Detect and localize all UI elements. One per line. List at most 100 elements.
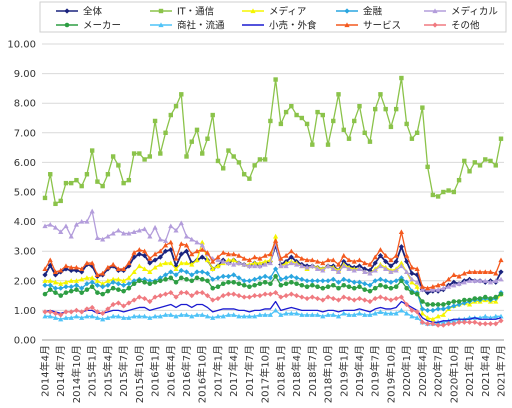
data-point bbox=[215, 284, 221, 290]
data-point bbox=[462, 297, 467, 303]
data-point bbox=[205, 278, 210, 284]
data-point bbox=[304, 284, 310, 290]
data-point bbox=[377, 247, 384, 252]
data-point bbox=[257, 281, 263, 287]
data-point bbox=[372, 278, 378, 284]
data-point bbox=[420, 105, 425, 110]
data-point bbox=[194, 275, 200, 281]
data-point bbox=[288, 273, 294, 279]
data-point bbox=[309, 263, 315, 269]
data-point bbox=[231, 291, 237, 297]
series-line bbox=[44, 231, 502, 289]
legend-item: メディア bbox=[242, 6, 306, 18]
data-point bbox=[126, 260, 132, 266]
data-point bbox=[73, 278, 80, 283]
data-point bbox=[200, 151, 205, 156]
data-point bbox=[278, 121, 284, 127]
data-point bbox=[221, 166, 226, 171]
data-point bbox=[110, 276, 116, 282]
data-point bbox=[84, 260, 90, 266]
data-point bbox=[168, 260, 174, 266]
data-point bbox=[409, 270, 415, 276]
data-point bbox=[430, 192, 436, 198]
data-point bbox=[126, 300, 132, 306]
data-point bbox=[341, 310, 347, 316]
data-point bbox=[262, 312, 268, 317]
y-tick-label: 0.00 bbox=[14, 336, 36, 347]
data-point bbox=[456, 273, 462, 279]
x-tick-label: 2021年7月 bbox=[495, 345, 508, 397]
data-point bbox=[456, 299, 462, 304]
data-point bbox=[435, 306, 441, 312]
legend-label: メディア bbox=[269, 6, 306, 18]
data-point bbox=[393, 253, 399, 258]
data-point bbox=[383, 258, 389, 265]
data-point bbox=[314, 312, 321, 317]
data-point bbox=[84, 172, 90, 177]
data-point bbox=[430, 284, 436, 289]
data-point bbox=[477, 296, 483, 301]
data-point bbox=[194, 290, 200, 296]
data-point bbox=[398, 260, 405, 266]
data-point bbox=[58, 316, 64, 322]
data-point bbox=[173, 294, 179, 300]
data-point bbox=[262, 157, 268, 162]
data-point bbox=[147, 315, 153, 320]
data-point bbox=[152, 294, 158, 300]
data-point bbox=[110, 261, 116, 267]
data-point bbox=[273, 266, 279, 272]
series-8 bbox=[44, 300, 502, 323]
data-point bbox=[79, 269, 85, 275]
data-point bbox=[393, 310, 399, 316]
data-point bbox=[283, 293, 289, 299]
data-point bbox=[63, 263, 69, 269]
x-tick-label: 2014年10月 bbox=[70, 345, 83, 403]
data-point bbox=[377, 263, 384, 269]
legend-item: IT・通信 bbox=[150, 6, 214, 18]
data-point bbox=[42, 195, 48, 201]
data-point bbox=[346, 295, 352, 302]
data-point bbox=[404, 310, 410, 316]
data-point bbox=[168, 112, 173, 118]
x-tick-label: 2015年10月 bbox=[133, 345, 146, 403]
data-point bbox=[136, 251, 142, 257]
data-point bbox=[157, 293, 163, 299]
data-point bbox=[336, 285, 341, 291]
data-point bbox=[487, 269, 494, 274]
data-point bbox=[42, 278, 48, 283]
data-point bbox=[68, 278, 74, 283]
data-point bbox=[451, 321, 457, 327]
data-point bbox=[325, 142, 331, 147]
data-point bbox=[440, 312, 446, 317]
data-point bbox=[162, 248, 169, 254]
y-tick-label: 10.00 bbox=[7, 40, 36, 51]
data-point bbox=[404, 121, 409, 127]
legend-marker bbox=[344, 8, 350, 14]
data-point bbox=[440, 306, 446, 312]
y-axis-ticks: 0.00 1.00 2.00 3.00 4.00 5.00 6.00 7.00 8.00 9.00… bbox=[7, 40, 36, 347]
data-point bbox=[477, 163, 483, 168]
data-point bbox=[451, 282, 457, 288]
data-point bbox=[357, 103, 362, 109]
data-point bbox=[126, 285, 132, 291]
data-point bbox=[47, 309, 53, 315]
data-point bbox=[42, 223, 48, 229]
data-point bbox=[94, 278, 101, 283]
data-point bbox=[299, 263, 305, 269]
data-point bbox=[440, 322, 446, 328]
data-point bbox=[58, 293, 64, 298]
data-point bbox=[152, 313, 158, 319]
data-point bbox=[362, 281, 368, 287]
data-point bbox=[267, 260, 273, 266]
data-point bbox=[419, 310, 425, 316]
data-point bbox=[383, 278, 389, 284]
data-point bbox=[451, 279, 457, 285]
y-tick-label: 8.00 bbox=[14, 99, 36, 110]
data-point bbox=[289, 103, 294, 109]
data-point bbox=[47, 278, 53, 283]
data-point bbox=[183, 242, 190, 248]
data-point bbox=[267, 312, 273, 317]
x-tick-label: 2018年10月 bbox=[322, 345, 335, 403]
data-point bbox=[461, 319, 467, 325]
data-point bbox=[131, 281, 137, 287]
